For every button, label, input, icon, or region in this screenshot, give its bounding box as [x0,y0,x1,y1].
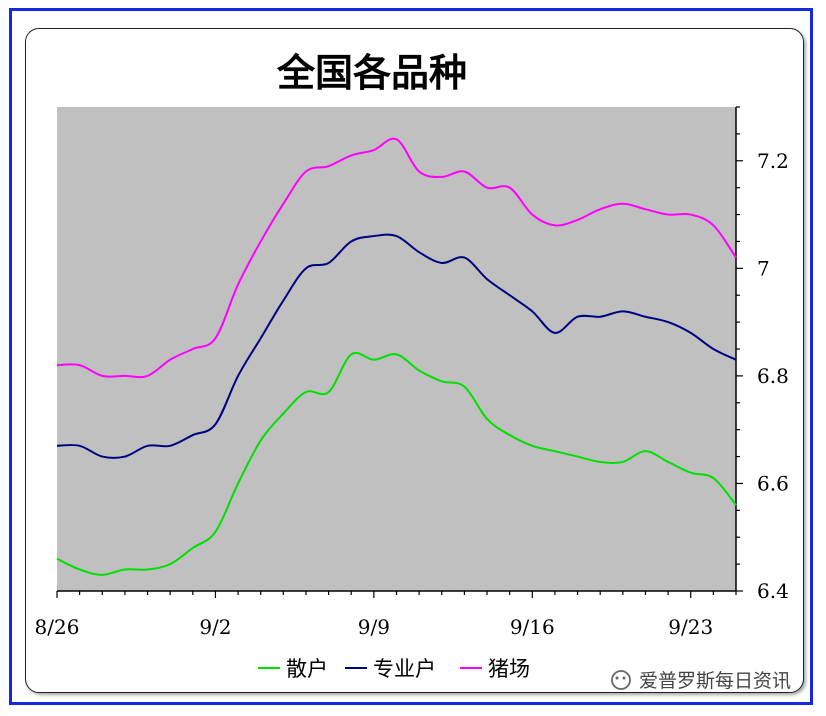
plot-area [57,107,736,591]
y-tick-label: 6.6 [757,471,789,495]
legend-label: 专业户 [373,657,436,681]
y-tick-label: 7.2 [757,149,789,173]
chart-title: 全国各品种 [276,51,467,95]
x-tick-label: 8/26 [35,615,80,639]
legend-label: 散户 [286,657,328,681]
legend-label: 猪场 [488,657,530,681]
series-line-1 [56,233,737,459]
y-tick-label: 6.4 [757,579,789,603]
legend: 散户 专业户 猪场 [258,657,530,681]
series-line-2 [56,137,737,379]
watermark: 爱普罗斯每日资讯 [611,670,791,692]
x-tick-label: 9/23 [668,615,713,639]
x-tick-label: 9/2 [199,615,231,639]
series-line-0 [56,351,737,576]
watermark-text: 爱普罗斯每日资讯 [639,670,791,692]
x-tick-label: 9/9 [358,615,390,639]
y-tick-label: 7 [757,256,770,280]
x-tick-label: 9/16 [510,615,555,639]
y-tick-label: 6.8 [757,364,789,388]
